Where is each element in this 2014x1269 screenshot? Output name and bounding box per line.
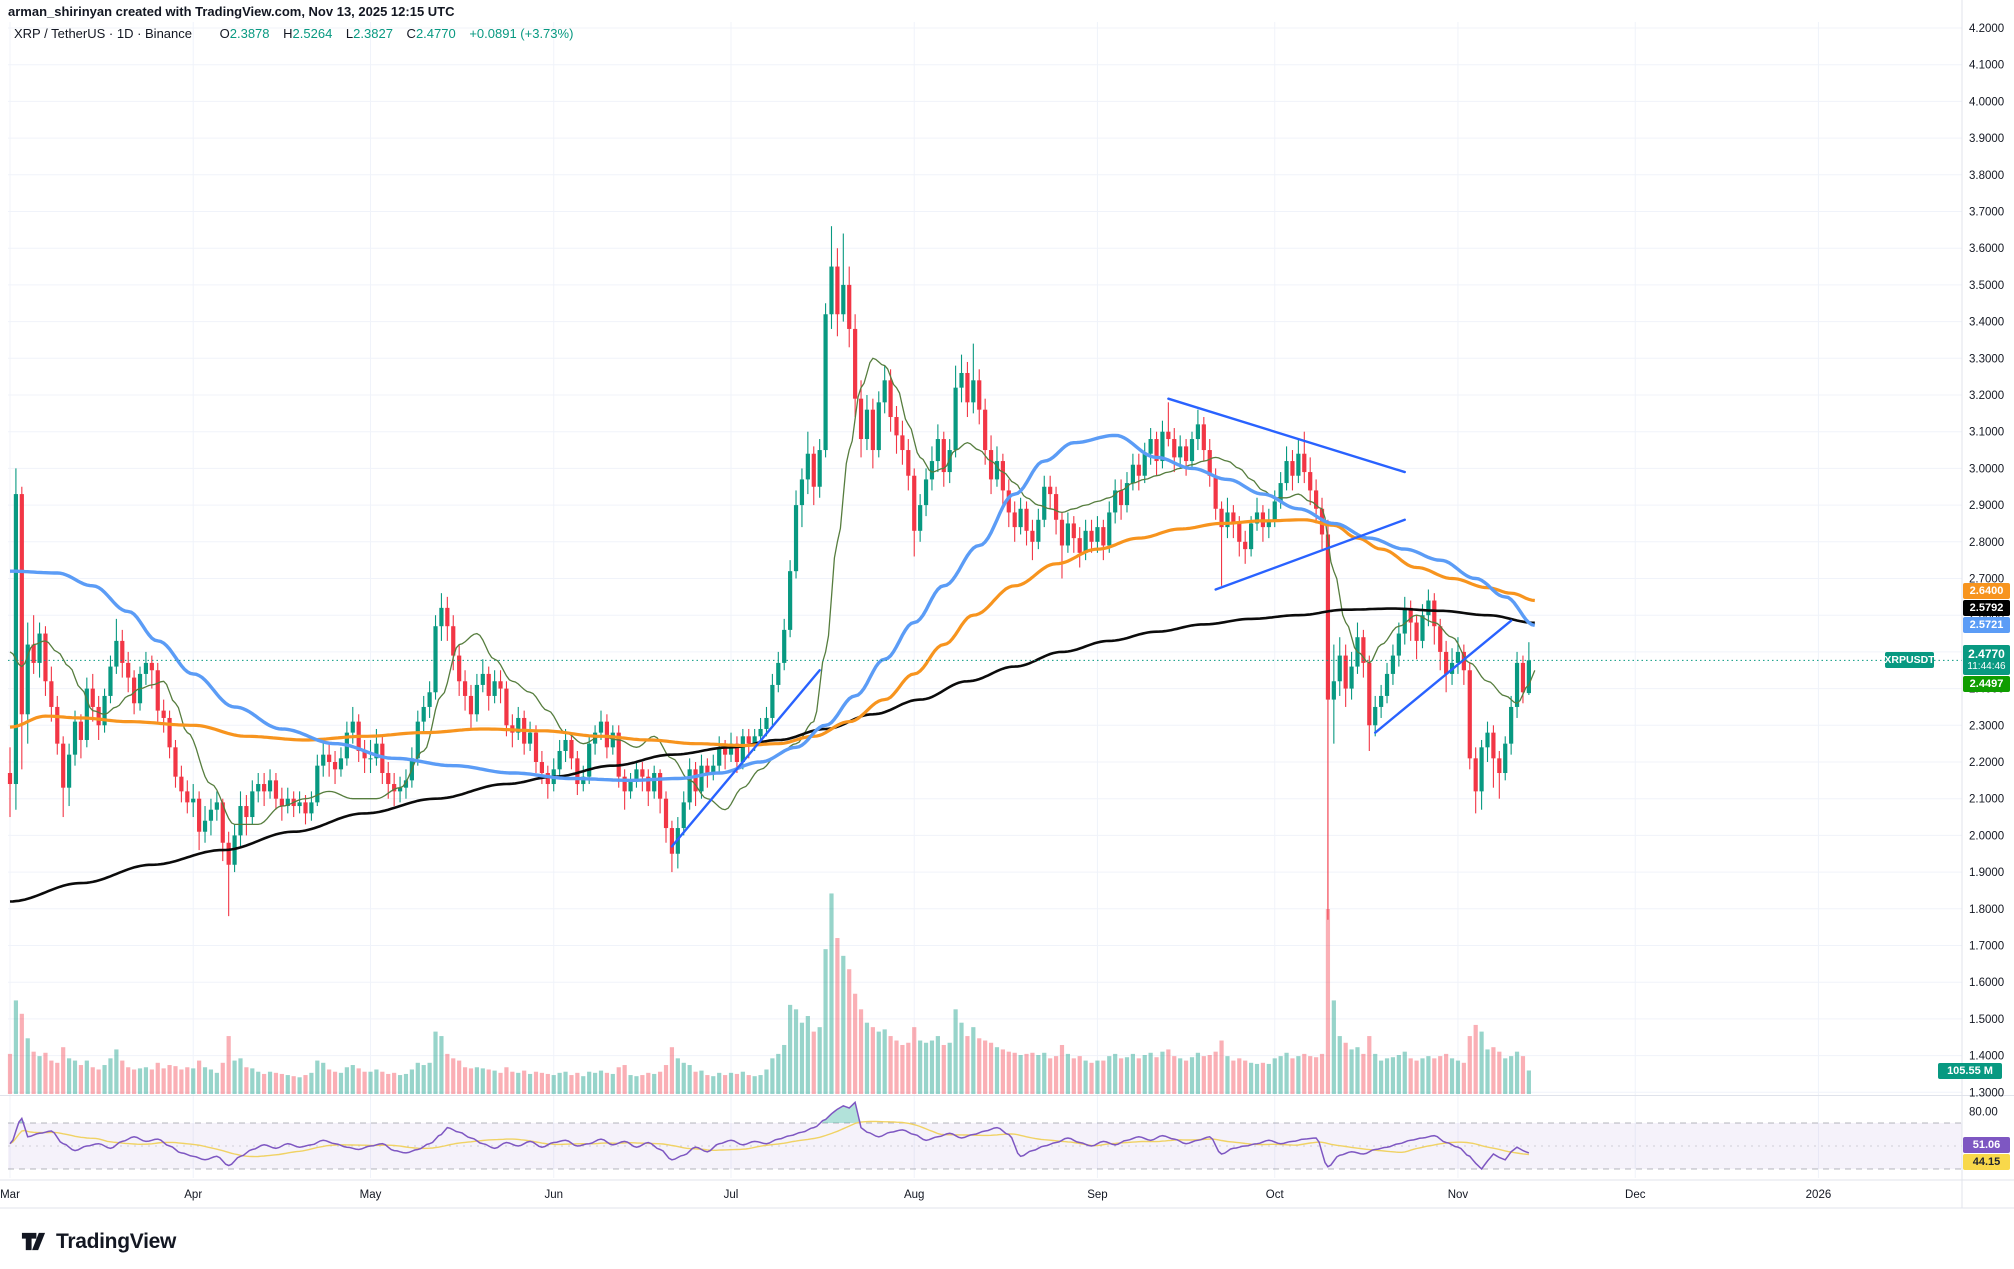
svg-text:Dec: Dec <box>1625 1189 1646 1201</box>
price-label-ma-orange: 2.6400 <box>1963 583 2010 600</box>
price-label-ma-green: 2.4497 <box>1963 676 2010 693</box>
svg-text:Oct: Oct <box>1266 1189 1285 1201</box>
svg-text:3.5000: 3.5000 <box>1969 280 2004 292</box>
svg-text:4.0000: 4.0000 <box>1969 96 2004 108</box>
ma-green-line <box>9 357 1536 826</box>
svg-text:3.7000: 3.7000 <box>1969 207 2004 219</box>
ma-blue-line <box>10 433 1536 783</box>
trendline <box>1374 619 1513 734</box>
chart-byline: arman_shirinyan created with TradingView… <box>8 4 455 19</box>
svg-text:1.3000: 1.3000 <box>1969 1087 2004 1099</box>
svg-text:Jul: Jul <box>724 1189 739 1201</box>
svg-text:2.7000: 2.7000 <box>1969 574 2004 586</box>
low-value: 2.3827 <box>353 26 393 41</box>
tradingview-brand-text: TradingView <box>56 1229 177 1253</box>
svg-text:Nov: Nov <box>1448 1189 1469 1201</box>
close-value: 2.4770 <box>415 26 456 41</box>
svg-text:2.8000: 2.8000 <box>1969 537 2004 549</box>
moving-averages <box>9 357 1536 903</box>
svg-text:1.5000: 1.5000 <box>1969 1014 2004 1026</box>
svg-text:1.9000: 1.9000 <box>1969 867 2004 879</box>
svg-text:2026: 2026 <box>1806 1189 1832 1201</box>
rsi-ma-line <box>9 1120 1529 1158</box>
svg-text:3.8000: 3.8000 <box>1969 170 2004 182</box>
svg-text:Apr: Apr <box>184 1189 202 1201</box>
price-axis-labels: 1.3000 1.4000 1.5000 1.6000 1.7000 1.8000 1.90… <box>1969 23 2004 1119</box>
low-label: L <box>345 26 354 41</box>
svg-text:3.9000: 3.9000 <box>1969 133 2004 145</box>
rsi-overbought-fill <box>822 1102 861 1123</box>
trendline <box>670 669 821 848</box>
svg-text:4.2000: 4.2000 <box>1969 23 2004 35</box>
open-value: 2.3878 <box>229 26 270 41</box>
svg-text:Aug: Aug <box>904 1189 924 1201</box>
svg-text:1.8000: 1.8000 <box>1969 904 2004 916</box>
high-label: H <box>283 26 293 41</box>
time-axis-labels: Mar Apr May Jun Jul Aug Sep Oct Nov Dec 2026 <box>0 1189 1831 1201</box>
tradingview-logo-icon <box>21 1232 46 1251</box>
ma-orange-line <box>9 518 1535 748</box>
candlesticks <box>7 226 1531 920</box>
volume-histogram <box>7 893 1531 1094</box>
trendline <box>1167 397 1406 474</box>
pane-borders <box>0 0 2014 1209</box>
current-price-label: 2.4770 11:44:46 <box>1963 645 2010 676</box>
rsi-pane <box>8 1100 1962 1171</box>
bar-countdown: 11:44:46 <box>1967 661 2006 673</box>
svg-text:3.3000: 3.3000 <box>1969 353 2004 365</box>
svg-text:2.2000: 2.2000 <box>1969 757 2004 769</box>
svg-text:2.3000: 2.3000 <box>1969 720 2004 732</box>
svg-text:80.00: 80.00 <box>1969 1107 1998 1119</box>
svg-text:3.0000: 3.0000 <box>1969 463 2004 475</box>
svg-text:2.1000: 2.1000 <box>1969 794 2004 806</box>
svg-text:2.0000: 2.0000 <box>1969 830 2004 842</box>
price-label-ma-blue: 2.5721 <box>1963 617 2010 634</box>
volume-value-label: 105.55 M <box>1938 1062 2002 1079</box>
ma-black-line <box>9 607 1535 903</box>
time-axis[interactable] <box>0 1180 1962 1208</box>
symbol-legend[interactable]: XRP / TetherUS · 1D · Binance O2.3878 H2… <box>14 26 573 41</box>
svg-text:3.1000: 3.1000 <box>1969 427 2004 439</box>
svg-text:1.6000: 1.6000 <box>1969 977 2004 989</box>
svg-text:4.1000: 4.1000 <box>1969 60 2004 72</box>
rsi-value-label: 51.06 <box>1963 1136 2010 1153</box>
tradingview-logo[interactable]: TradingView <box>20 1228 176 1255</box>
rsi-ma-value-label: 44.15 <box>1963 1153 2010 1170</box>
svg-text:May: May <box>360 1189 382 1201</box>
rsi-line <box>9 1100 1530 1171</box>
svg-text:3.6000: 3.6000 <box>1969 243 2004 255</box>
open-label: O <box>219 26 230 41</box>
svg-text:3.4000: 3.4000 <box>1969 317 2004 329</box>
svg-text:3.2000: 3.2000 <box>1969 390 2004 402</box>
close-label: C <box>406 26 416 41</box>
high-value: 2.5264 <box>292 26 333 41</box>
svg-text:Sep: Sep <box>1087 1189 1107 1201</box>
trendline-annotations <box>670 397 1513 848</box>
trendline <box>1214 518 1406 591</box>
svg-text:Jun: Jun <box>544 1189 563 1201</box>
svg-text:1.4000: 1.4000 <box>1969 1051 2004 1063</box>
grid-lines <box>8 22 1962 1178</box>
svg-text:Mar: Mar <box>0 1189 20 1201</box>
current-price-value: 2.4770 <box>1968 646 2005 661</box>
svg-text:1.7000: 1.7000 <box>1969 941 2004 953</box>
symbol-price-flag: XRPUSDT <box>1884 652 1935 669</box>
svg-text:2.9000: 2.9000 <box>1969 500 2004 512</box>
change-value: +0.0891 (+3.73%) <box>469 26 574 41</box>
symbol-title[interactable]: XRP / TetherUS · 1D · Binance <box>14 26 192 41</box>
price-label-ma-black: 2.5792 <box>1963 600 2010 617</box>
